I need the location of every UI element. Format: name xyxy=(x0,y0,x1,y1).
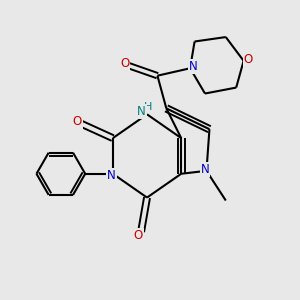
Text: N: N xyxy=(201,163,209,176)
Text: O: O xyxy=(73,115,82,128)
Text: N: N xyxy=(107,169,116,182)
Text: H: H xyxy=(144,102,153,112)
Text: O: O xyxy=(120,57,129,70)
Text: N: N xyxy=(189,60,197,73)
Text: O: O xyxy=(134,229,143,242)
Text: O: O xyxy=(244,53,253,66)
Text: N: N xyxy=(137,105,146,118)
